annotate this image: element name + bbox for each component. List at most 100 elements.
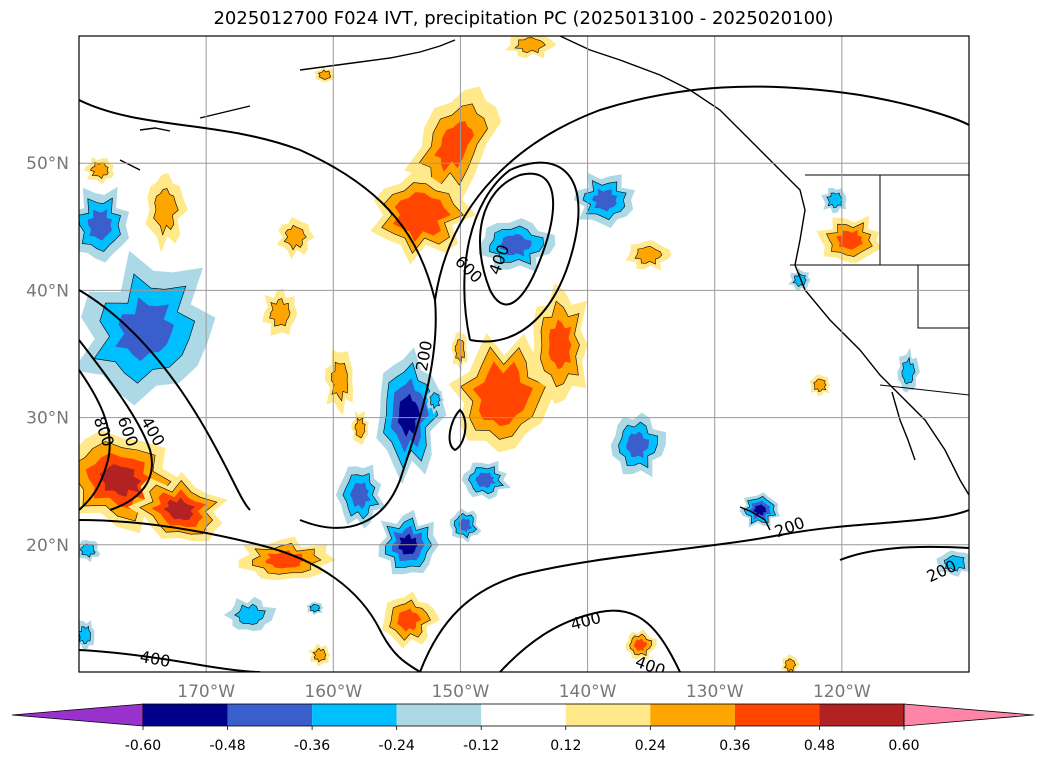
colorbar-tick-label: 0.60 bbox=[888, 738, 919, 754]
coastlines bbox=[119, 36, 969, 531]
pos-blob-6 bbox=[276, 216, 315, 260]
ivt-contours bbox=[79, 85, 969, 672]
contour-200-d bbox=[419, 509, 969, 672]
pos-blob-13-level-2 bbox=[265, 550, 306, 569]
neg-blob-2-level-2 bbox=[87, 209, 112, 241]
precip-fills bbox=[79, 36, 969, 672]
x-tick-label: 140°W bbox=[559, 682, 617, 702]
y-tick-label: 50°N bbox=[26, 154, 69, 174]
neg-blob-13-level-1 bbox=[901, 356, 916, 385]
us-west-coast bbox=[794, 209, 969, 496]
colorbar-tick-label: -0.48 bbox=[209, 738, 245, 754]
x-tick-label: 130°W bbox=[686, 682, 744, 702]
pos-blob-12-level-3 bbox=[163, 497, 196, 520]
pos-blob-16-level-1 bbox=[634, 245, 663, 265]
bc-coast bbox=[559, 36, 806, 211]
x-axis-ticks: 170°W 160°W 150°W 140°W 130°W 120°W bbox=[177, 682, 871, 702]
pos-blob-4 bbox=[532, 283, 588, 405]
pos-blob-8-level-1 bbox=[330, 361, 348, 402]
contour-label: 200 bbox=[772, 513, 807, 541]
neg-blob-17 bbox=[788, 267, 811, 292]
pos-blob-7-level-1 bbox=[269, 298, 291, 327]
pos-blob-22 bbox=[313, 66, 335, 83]
contour-400-a bbox=[479, 172, 555, 306]
neg-blob-5 bbox=[378, 509, 439, 575]
contour-200-c bbox=[79, 519, 421, 672]
neg-blob-8 bbox=[573, 172, 635, 229]
colorbar-tick-label: -0.12 bbox=[463, 738, 499, 754]
x-tick-label: 150°W bbox=[432, 682, 490, 702]
neg-blob-1 bbox=[79, 250, 216, 406]
contour-400-c bbox=[499, 609, 681, 672]
contour-200-f bbox=[448, 408, 467, 452]
y-tick-label: 20°N bbox=[26, 536, 69, 556]
colorbar-extend-max bbox=[903, 703, 1035, 727]
pos-blob-10 bbox=[451, 331, 468, 372]
pos-blob-20-level-1 bbox=[813, 378, 827, 393]
colorbar-tick-label: 0.12 bbox=[550, 738, 581, 754]
pos-blob-15 bbox=[816, 215, 882, 264]
y-tick-label: 40°N bbox=[26, 281, 69, 301]
neg-blob-6-level-2 bbox=[475, 472, 496, 488]
pos-blob-23-level-1 bbox=[784, 658, 797, 672]
neg-blob-7 bbox=[478, 218, 556, 273]
pos-blob-11-level-3 bbox=[100, 464, 141, 497]
y-axis-ticks: 20°N 30°N 40°N 50°N bbox=[26, 154, 69, 556]
neg-blob-16 bbox=[79, 620, 95, 650]
contour-label: 400 bbox=[633, 652, 668, 680]
neg-blob-3-level-3 bbox=[397, 393, 421, 438]
colorbar-tick-label: 0.36 bbox=[719, 738, 750, 754]
contour-label: 400 bbox=[138, 647, 171, 671]
pos-blob-14-level-2 bbox=[397, 608, 422, 632]
contour-400-d bbox=[79, 649, 261, 672]
colorbar-frame bbox=[142, 703, 905, 727]
pos-blob-4-level-2 bbox=[548, 319, 572, 370]
colorbar-tick-label: 0.24 bbox=[635, 738, 666, 754]
pos-blob-10-level-1 bbox=[454, 338, 465, 364]
plot-frame bbox=[78, 35, 970, 673]
pos-blob-16 bbox=[625, 240, 672, 271]
colorbar-tick-label: -0.36 bbox=[294, 738, 330, 754]
neg-blob-6 bbox=[461, 461, 511, 500]
pos-blob-18-level-2 bbox=[634, 638, 647, 652]
pos-blob-15-level-2 bbox=[836, 230, 863, 250]
colorbar-bin bbox=[481, 704, 566, 726]
colorbar-tick-label: -0.60 bbox=[125, 738, 161, 754]
pos-blob-21 bbox=[83, 157, 115, 185]
pos-blob-2-level-3 bbox=[404, 201, 438, 231]
x-tick-label: 160°W bbox=[304, 682, 362, 702]
neg-blob-18 bbox=[821, 187, 847, 214]
neg-blob-9 bbox=[610, 412, 667, 478]
neg-blob-10-level-3 bbox=[753, 504, 767, 516]
neg-blob-11 bbox=[223, 596, 277, 632]
alaska-coast bbox=[299, 39, 456, 71]
pos-blob-20 bbox=[809, 374, 831, 397]
contour-800-a bbox=[79, 369, 111, 511]
pos-blob-13 bbox=[238, 536, 336, 581]
baja-coast bbox=[891, 391, 916, 461]
pos-blob-17-level-1 bbox=[514, 37, 546, 54]
neg-blob-4-level-2 bbox=[350, 482, 371, 509]
neg-blob-20-level-1 bbox=[309, 603, 321, 613]
neg-blob-14-level-1 bbox=[943, 555, 966, 572]
aleutian-3 bbox=[119, 159, 141, 171]
contour-label: 200 bbox=[412, 339, 436, 372]
pos-blob-3 bbox=[448, 333, 559, 453]
y-tick-label: 30°N bbox=[26, 409, 69, 429]
neg-blob-20 bbox=[306, 601, 324, 616]
neg-blob-12-level-2 bbox=[458, 518, 472, 533]
pos-blob-19 bbox=[308, 643, 331, 667]
neg-blob-9-level-2 bbox=[626, 431, 649, 459]
hawaii-islands bbox=[739, 506, 771, 531]
neg-blob-19-level-1 bbox=[429, 392, 441, 410]
colorbar-bin bbox=[312, 704, 397, 726]
colorbar-bin bbox=[227, 704, 313, 726]
chart-title: 2025012700 F024 IVT, precipitation PC (2… bbox=[213, 8, 834, 29]
neg-blob-2 bbox=[79, 186, 130, 263]
pos-blob-5-level-1 bbox=[153, 188, 179, 236]
neg-blob-10 bbox=[739, 492, 781, 528]
colorbar-bin bbox=[819, 704, 904, 726]
aleutian-1 bbox=[139, 127, 171, 132]
